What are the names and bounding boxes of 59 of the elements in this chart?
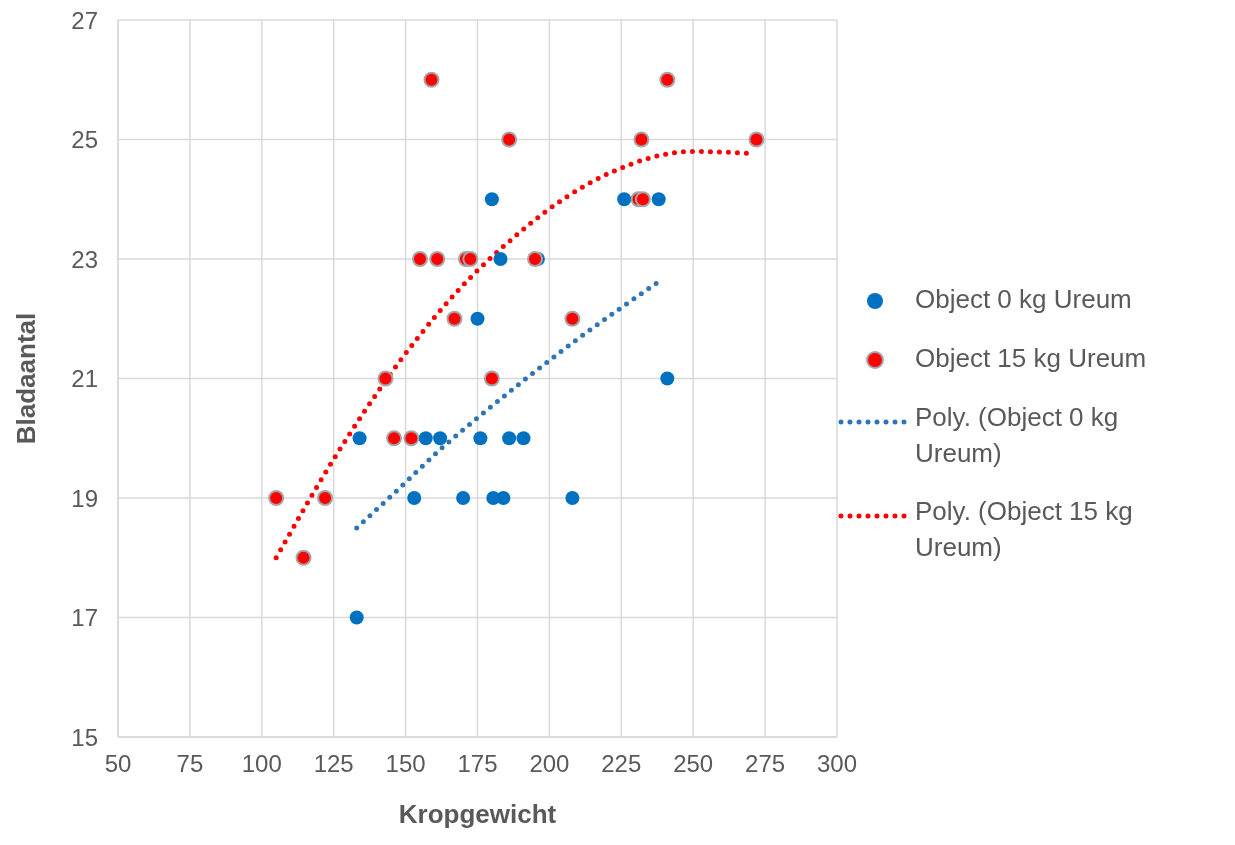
point <box>407 491 422 505</box>
point <box>456 491 471 505</box>
point <box>483 370 500 387</box>
point <box>493 252 508 266</box>
x-tick-label: 100 <box>241 750 282 778</box>
point <box>660 371 675 386</box>
point <box>317 490 334 506</box>
point <box>352 431 367 446</box>
point <box>565 491 580 505</box>
y-tick-label: 25 <box>71 126 98 154</box>
y-tick-label: 21 <box>71 365 98 393</box>
point <box>651 192 666 207</box>
x-tick-label: 75 <box>176 750 204 778</box>
point <box>295 549 312 566</box>
point <box>386 430 403 447</box>
x-tick-label: 250 <box>673 750 714 778</box>
point <box>564 310 581 327</box>
point <box>634 191 651 208</box>
y-tick-label: 17 <box>71 604 98 632</box>
x-tick-label: 225 <box>601 750 642 778</box>
point <box>659 71 676 88</box>
point <box>429 251 446 267</box>
point <box>403 430 420 447</box>
legend-label: Poly. (Object 15 kg Ureum) <box>915 494 1134 564</box>
point <box>633 131 650 148</box>
point <box>446 310 463 327</box>
legend-label: Object 0 kg Ureum <box>915 282 1132 316</box>
x-tick-label: 50 <box>104 750 132 778</box>
x-tick-label: 150 <box>385 750 426 778</box>
x-tick-label: 175 <box>457 750 498 778</box>
x-axis-title: Kropgewicht <box>398 799 557 829</box>
point <box>473 431 488 446</box>
y-tick-label: 23 <box>71 245 98 273</box>
point <box>502 431 517 446</box>
point <box>516 431 531 446</box>
point <box>377 370 394 387</box>
y-tick-label: 27 <box>71 6 98 34</box>
legend-label: Object 15 kg Ureum <box>915 341 1147 375</box>
x-tick-label: 200 <box>529 750 570 778</box>
point <box>418 431 433 446</box>
point <box>617 192 632 207</box>
point <box>433 431 448 446</box>
point <box>349 610 364 625</box>
point <box>496 491 511 505</box>
point <box>748 131 765 148</box>
legend-label: Poly. (Object 0 kg Ureum) <box>915 400 1120 470</box>
point <box>484 192 499 207</box>
x-tick-label: 275 <box>745 750 786 778</box>
y-axis-title: Bladaantal <box>11 312 42 445</box>
point <box>501 131 518 148</box>
point <box>462 251 479 267</box>
y-tick-label: 15 <box>71 723 98 751</box>
point <box>411 251 428 267</box>
point <box>423 71 440 88</box>
x-tick-label: 300 <box>816 750 858 778</box>
point <box>470 311 485 326</box>
x-tick-label: 125 <box>313 750 354 778</box>
point <box>268 490 285 506</box>
y-tick-label: 19 <box>71 484 98 512</box>
